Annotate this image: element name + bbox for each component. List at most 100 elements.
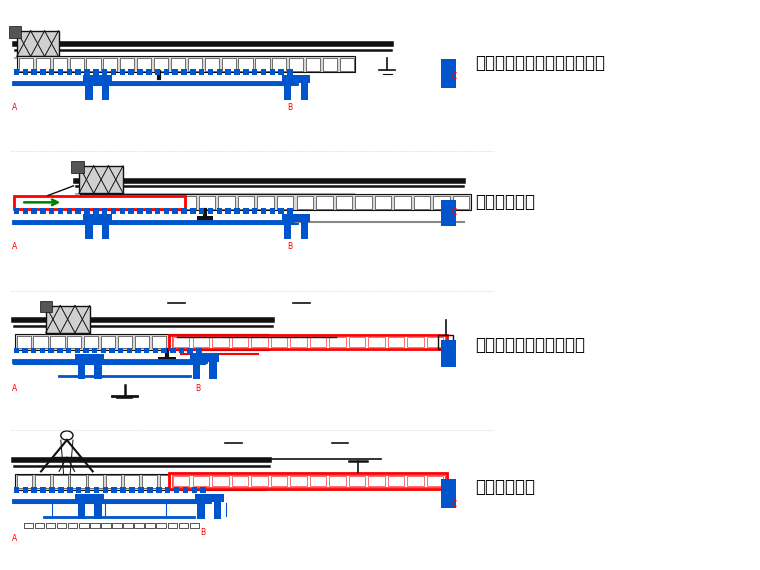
- Bar: [40, 301, 52, 312]
- Bar: [80, 194, 471, 210]
- Bar: [119, 69, 125, 75]
- Bar: [287, 208, 293, 214]
- Bar: [218, 196, 235, 209]
- Bar: [101, 336, 116, 348]
- Bar: [153, 348, 158, 353]
- Bar: [255, 58, 270, 71]
- Bar: [441, 479, 456, 508]
- Bar: [17, 336, 30, 348]
- Bar: [93, 208, 99, 214]
- Bar: [388, 476, 404, 486]
- Bar: [323, 58, 337, 71]
- Bar: [23, 69, 28, 75]
- Bar: [210, 361, 217, 379]
- Bar: [270, 208, 275, 214]
- Bar: [179, 348, 184, 353]
- Bar: [102, 82, 109, 100]
- Bar: [140, 196, 157, 209]
- Bar: [173, 208, 178, 214]
- Bar: [71, 161, 84, 173]
- Bar: [220, 336, 233, 348]
- Bar: [118, 336, 132, 348]
- Bar: [144, 348, 150, 353]
- Bar: [106, 475, 122, 488]
- Bar: [271, 337, 287, 347]
- Bar: [74, 348, 80, 353]
- Text: 第四步：落梁: 第四步：落梁: [475, 478, 535, 496]
- Bar: [57, 523, 66, 528]
- Bar: [173, 69, 178, 75]
- Bar: [137, 58, 151, 71]
- Bar: [85, 221, 93, 239]
- Bar: [125, 475, 139, 488]
- Bar: [182, 69, 187, 75]
- Bar: [75, 69, 81, 75]
- Bar: [84, 69, 90, 75]
- Bar: [349, 476, 365, 486]
- Bar: [101, 196, 117, 209]
- Bar: [197, 500, 204, 519]
- Bar: [83, 75, 112, 83]
- Bar: [15, 334, 268, 350]
- Bar: [169, 335, 447, 349]
- Bar: [15, 474, 267, 490]
- Bar: [147, 487, 153, 493]
- Bar: [190, 208, 195, 214]
- Bar: [188, 58, 202, 71]
- Bar: [214, 475, 229, 488]
- Bar: [120, 487, 126, 493]
- Bar: [112, 523, 122, 528]
- Bar: [14, 69, 19, 75]
- Bar: [198, 216, 213, 222]
- Bar: [217, 69, 222, 75]
- Bar: [109, 348, 115, 353]
- Bar: [369, 337, 385, 347]
- Bar: [138, 69, 143, 75]
- Bar: [102, 69, 107, 75]
- Bar: [76, 487, 81, 493]
- Bar: [283, 221, 291, 239]
- Bar: [163, 69, 169, 75]
- Bar: [252, 69, 258, 75]
- Bar: [427, 476, 443, 486]
- Bar: [199, 69, 204, 75]
- Bar: [160, 475, 176, 488]
- Bar: [81, 196, 98, 209]
- Bar: [160, 196, 176, 209]
- Text: 第三步：架梁纵移、横移: 第三步：架梁纵移、横移: [475, 336, 585, 354]
- Bar: [161, 348, 167, 353]
- Bar: [165, 487, 170, 493]
- Bar: [222, 58, 236, 71]
- Bar: [120, 58, 135, 71]
- Bar: [239, 58, 252, 71]
- Bar: [196, 348, 201, 353]
- Bar: [281, 214, 310, 222]
- Bar: [46, 306, 90, 333]
- Bar: [31, 487, 37, 493]
- Text: C: C: [451, 500, 457, 509]
- Bar: [296, 196, 313, 209]
- Bar: [167, 523, 176, 528]
- Bar: [155, 69, 160, 75]
- Bar: [50, 336, 65, 348]
- Bar: [289, 58, 303, 71]
- Bar: [236, 336, 250, 348]
- Bar: [71, 475, 86, 488]
- Bar: [369, 476, 385, 486]
- Bar: [135, 523, 144, 528]
- Bar: [212, 337, 229, 347]
- Bar: [232, 337, 248, 347]
- Bar: [427, 337, 443, 347]
- Bar: [103, 487, 108, 493]
- Bar: [169, 473, 447, 489]
- Bar: [93, 487, 100, 493]
- Bar: [271, 476, 287, 486]
- Bar: [111, 208, 116, 214]
- Bar: [52, 58, 67, 71]
- Bar: [300, 82, 308, 100]
- Bar: [185, 336, 200, 348]
- Bar: [329, 337, 346, 347]
- Bar: [258, 196, 274, 209]
- Bar: [121, 196, 137, 209]
- Bar: [9, 26, 21, 38]
